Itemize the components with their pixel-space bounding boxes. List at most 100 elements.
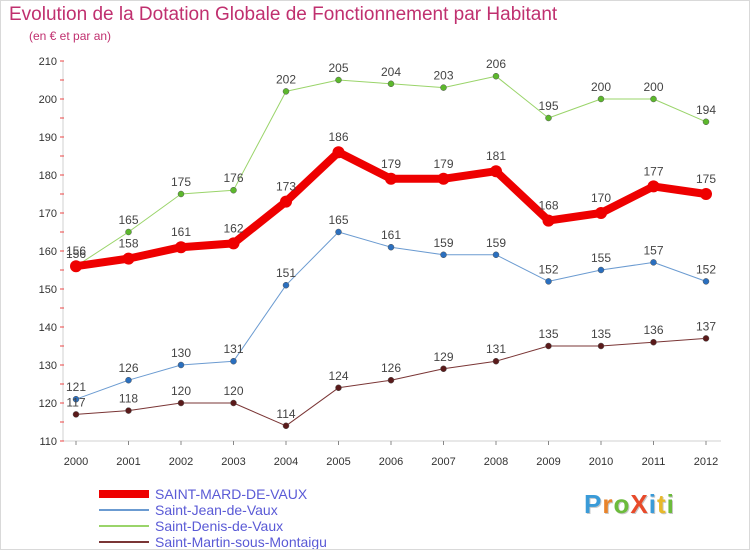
data-point-saint-denis-de-vaux [545, 114, 552, 122]
y-tick-label: 180 [39, 170, 57, 182]
data-point-saint-jean-de-vaux [125, 376, 132, 384]
data-label-saint-mard-de-vaux: 186 [328, 130, 348, 144]
data-point-saint-jean-de-vaux [335, 228, 342, 236]
logo-letter: o [613, 489, 631, 519]
data-label-saint-martin-sous-montaigu: 126 [381, 361, 401, 375]
logo-letter: i [648, 489, 657, 519]
y-tick-label: 140 [39, 322, 57, 334]
data-point-saint-mard-de-vaux [437, 172, 450, 185]
chart-title: Evolution de la Dotation Globale de Fonc… [9, 4, 558, 25]
x-tick-label: 2001 [116, 456, 140, 468]
data-point-saint-martin-sous-montaigu [230, 399, 237, 407]
data-point-saint-martin-sous-montaigu [597, 342, 605, 350]
data-label-saint-mard-de-vaux: 175 [696, 172, 716, 186]
data-label-saint-martin-sous-montaigu: 120 [223, 384, 243, 398]
data-label-saint-mard-de-vaux: 156 [66, 244, 86, 258]
data-label-saint-mard-de-vaux: 158 [118, 237, 138, 251]
data-point-saint-denis-de-vaux [597, 95, 605, 103]
data-label-saint-jean-de-vaux: 157 [643, 243, 663, 257]
data-point-saint-martin-sous-montaigu [177, 399, 185, 407]
x-tick-label: 2012 [694, 456, 718, 468]
data-point-saint-martin-sous-montaigu [650, 338, 657, 346]
chart-legend: SAINT-MARD-DE-VAUX Saint-Jean-de-Vaux Sain… [99, 486, 327, 549]
data-label-saint-denis-de-vaux: 206 [486, 57, 506, 71]
data-label-saint-denis-de-vaux: 176 [223, 171, 243, 185]
data-point-saint-martin-sous-montaigu [335, 384, 342, 392]
data-point-saint-martin-sous-montaigu [125, 407, 132, 414]
data-label-saint-jean-de-vaux: 121 [66, 380, 86, 394]
data-label-saint-denis-de-vaux: 200 [591, 80, 611, 94]
data-point-saint-denis-de-vaux [282, 88, 290, 95]
x-tick-label: 2007 [431, 456, 455, 468]
data-point-saint-martin-sous-montaigu [440, 365, 447, 373]
proxiti-logo: ProXiti [584, 489, 675, 520]
y-tick-label: 170 [39, 208, 57, 220]
legend-item-saint-denis-de-vaux: Saint-Denis-de-Vaux [99, 518, 327, 534]
data-label-saint-denis-de-vaux: 194 [696, 103, 716, 117]
logo-letter: P [584, 489, 603, 519]
y-tick-label: 210 [39, 56, 57, 68]
data-label-saint-martin-sous-montaigu: 135 [538, 327, 558, 341]
data-label-saint-mard-de-vaux: 161 [171, 225, 191, 239]
data-point-saint-martin-sous-montaigu [492, 357, 500, 365]
data-point-saint-mard-de-vaux [280, 195, 292, 208]
data-label-saint-jean-de-vaux: 131 [223, 342, 243, 356]
legend-swatch [99, 490, 149, 498]
data-label-saint-martin-sous-montaigu: 131 [486, 342, 506, 356]
data-label-saint-mard-de-vaux: 162 [223, 221, 243, 235]
legend-item-saint-martin-sous-montaigu: Saint-Martin-sous-Montaigu [99, 534, 327, 549]
x-tick-label: 2011 [642, 456, 666, 468]
data-label-saint-denis-de-vaux: 175 [171, 175, 191, 189]
y-tick-label: 120 [39, 398, 57, 410]
x-tick-label: 2006 [379, 456, 403, 468]
data-label-saint-martin-sous-montaigu: 117 [66, 395, 85, 409]
data-label-saint-mard-de-vaux: 168 [538, 199, 558, 213]
x-tick-label: 2005 [326, 456, 350, 468]
y-tick-label: 150 [39, 284, 57, 296]
y-tick-label: 110 [39, 436, 57, 448]
data-label-saint-jean-de-vaux: 165 [328, 213, 348, 227]
legend-label: Saint-Denis-de-Vaux [155, 518, 284, 534]
x-tick-label: 2004 [274, 456, 298, 468]
data-label-saint-denis-de-vaux: 205 [328, 61, 348, 75]
chart-subtitle: (en € et par an) [29, 29, 112, 43]
legend-item-saint-jean-de-vaux: Saint-Jean-de-Vaux [99, 502, 327, 518]
data-label-saint-denis-de-vaux: 202 [276, 72, 296, 86]
data-point-saint-mard-de-vaux [490, 165, 502, 178]
data-point-saint-mard-de-vaux [385, 172, 397, 185]
data-label-saint-jean-de-vaux: 159 [433, 236, 453, 250]
data-point-saint-martin-sous-montaigu [72, 411, 80, 418]
data-point-saint-jean-de-vaux [597, 266, 605, 274]
data-label-saint-jean-de-vaux: 130 [171, 346, 191, 360]
data-label-saint-jean-de-vaux: 151 [276, 266, 296, 280]
logo-letter: t [656, 489, 667, 519]
data-label-saint-jean-de-vaux: 155 [591, 251, 611, 265]
data-label-saint-martin-sous-montaigu: 135 [591, 327, 611, 341]
data-point-saint-martin-sous-montaigu [702, 335, 710, 342]
data-label-saint-jean-de-vaux: 159 [486, 236, 506, 250]
data-point-saint-jean-de-vaux [230, 357, 237, 365]
data-label-saint-martin-sous-montaigu: 137 [696, 319, 716, 333]
data-point-saint-jean-de-vaux [440, 251, 447, 259]
data-point-saint-denis-de-vaux [387, 80, 395, 88]
legend-label: SAINT-MARD-DE-VAUX [155, 486, 308, 502]
data-label-saint-denis-de-vaux: 200 [643, 80, 663, 94]
data-point-saint-jean-de-vaux [492, 251, 500, 259]
data-label-saint-martin-sous-montaigu: 129 [433, 350, 453, 364]
data-point-saint-martin-sous-montaigu [545, 342, 552, 350]
data-point-saint-denis-de-vaux [650, 95, 657, 103]
logo-letter: X [630, 489, 649, 519]
data-label-saint-mard-de-vaux: 170 [591, 191, 611, 205]
legend-item-saint-mard-de-vaux: SAINT-MARD-DE-VAUX [99, 486, 327, 502]
y-tick-label: 200 [39, 94, 57, 106]
data-label-saint-denis-de-vaux: 195 [538, 99, 558, 113]
data-label-saint-martin-sous-montaigu: 136 [643, 323, 663, 337]
x-tick-label: 2003 [221, 456, 245, 468]
x-tick-label: 2010 [589, 456, 613, 468]
data-point-saint-denis-de-vaux [125, 228, 132, 236]
data-point-saint-martin-sous-montaigu [387, 376, 395, 384]
data-label-saint-jean-de-vaux: 152 [696, 262, 716, 276]
legend-label: Saint-Jean-de-Vaux [155, 502, 278, 518]
